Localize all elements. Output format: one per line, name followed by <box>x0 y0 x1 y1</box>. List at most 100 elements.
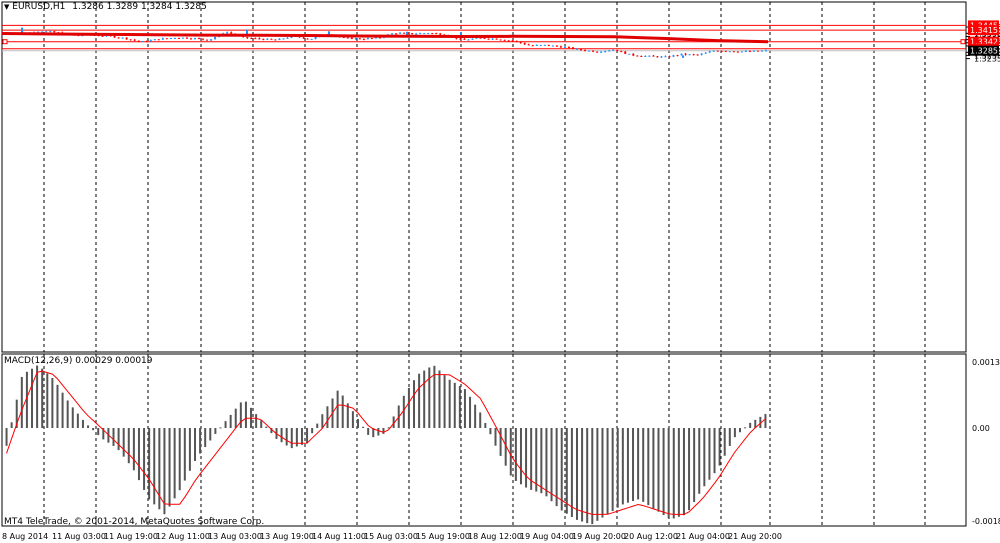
candle-body <box>226 32 229 34</box>
x-tick-label: 11 Aug 03:00 <box>52 532 106 541</box>
macd-bar <box>621 428 624 505</box>
macd-bar <box>718 428 721 466</box>
macd-bar <box>194 428 196 461</box>
macd-bar <box>214 428 217 434</box>
candle-body <box>129 39 132 41</box>
candle-body <box>716 50 719 52</box>
macd-bar <box>738 428 741 433</box>
macd-bar <box>626 428 629 503</box>
candle-body <box>563 47 566 49</box>
candle-body <box>507 40 510 42</box>
candle-body <box>366 38 369 40</box>
candle-body <box>254 38 257 40</box>
candle-body <box>189 38 192 40</box>
price-panel <box>1 1 967 353</box>
macd-bar <box>525 428 528 488</box>
candle-body <box>648 55 651 57</box>
macd-bar <box>611 428 614 511</box>
candle-body <box>258 38 261 40</box>
macd-bar <box>311 428 314 434</box>
candle-body <box>137 40 140 42</box>
candle-body <box>672 55 675 57</box>
macd-bar <box>112 428 115 446</box>
candle-body <box>403 32 406 34</box>
candle-body <box>539 44 542 46</box>
macd-bar <box>367 428 370 435</box>
candle-body <box>736 51 739 53</box>
candle-body <box>632 53 635 56</box>
y-tick-label: 1.3255 <box>974 51 1000 60</box>
macd-bar <box>489 428 492 435</box>
macd-bar <box>438 370 441 428</box>
candle-body <box>463 38 466 40</box>
candle-body <box>165 38 168 40</box>
x-tick-label: 21 Aug 04:00 <box>676 532 730 541</box>
candle-body <box>628 53 631 55</box>
candle-body <box>523 43 526 45</box>
candle-body <box>531 45 534 47</box>
symbol-header[interactable]: ▼ EURUSD,H1 1.3286 1.3289 1.3284 1.3285 <box>4 2 207 12</box>
candle-body <box>559 46 562 48</box>
candle-body <box>407 32 410 34</box>
candle-body <box>696 54 699 56</box>
macd-tick-label: 0.00 <box>972 424 990 433</box>
macd-bar <box>402 395 405 428</box>
candle-body <box>571 47 574 50</box>
candle-body <box>475 37 478 39</box>
macd-bar <box>351 411 354 428</box>
candle-body <box>177 37 180 39</box>
macd-bar <box>728 428 731 446</box>
candle-body <box>37 31 40 33</box>
macd-bar <box>255 414 258 428</box>
macd-bar <box>418 373 421 428</box>
candle-body <box>314 37 317 39</box>
candle-body <box>302 37 305 39</box>
macd-bar <box>178 428 181 491</box>
candle-body <box>350 37 353 40</box>
candle-body <box>748 50 751 52</box>
candle-body <box>133 39 136 41</box>
macd-bar <box>596 428 599 521</box>
macd-bar <box>102 428 105 440</box>
candle-body <box>378 37 381 39</box>
macd-bar <box>637 428 640 500</box>
macd-bar <box>356 418 359 428</box>
candle-body <box>149 40 152 42</box>
macd-bar <box>504 428 507 466</box>
macd-bar <box>733 428 736 438</box>
symbol-label: EURUSD,H1 <box>12 2 66 12</box>
candle-body <box>676 55 679 57</box>
macd-tick-label: -0.00183 <box>972 517 1000 526</box>
macd-bar <box>672 428 675 519</box>
candle-body <box>720 50 723 52</box>
macd-bar <box>387 427 390 429</box>
macd-bar <box>469 396 472 428</box>
candle-body <box>113 36 116 38</box>
macd-bar <box>76 413 79 428</box>
macd-bar <box>565 428 568 514</box>
candle-body <box>310 38 313 40</box>
level-price-label: 1.3342 <box>970 38 998 47</box>
dropdown-icon[interactable]: ▼ <box>4 3 10 11</box>
candle-body <box>467 39 470 41</box>
candle-body <box>194 38 196 40</box>
macd-bar <box>183 428 186 481</box>
candle-body <box>660 56 663 58</box>
macd-bar <box>642 428 645 502</box>
candle-body <box>306 38 309 40</box>
candle-body <box>395 33 398 35</box>
macd-bar <box>382 428 385 434</box>
candle-body <box>262 38 265 40</box>
macd-bar <box>81 419 84 428</box>
macd-bar <box>224 421 227 428</box>
candle-body <box>282 38 285 40</box>
candle-body <box>250 38 253 40</box>
macd-bar <box>204 428 207 448</box>
x-tick-label: 19 Aug 20:00 <box>572 532 626 541</box>
macd-bar <box>260 420 263 428</box>
candle-body <box>157 39 160 41</box>
macd-bar <box>530 428 533 490</box>
macd-bar <box>433 365 436 428</box>
candle-body <box>125 37 128 40</box>
